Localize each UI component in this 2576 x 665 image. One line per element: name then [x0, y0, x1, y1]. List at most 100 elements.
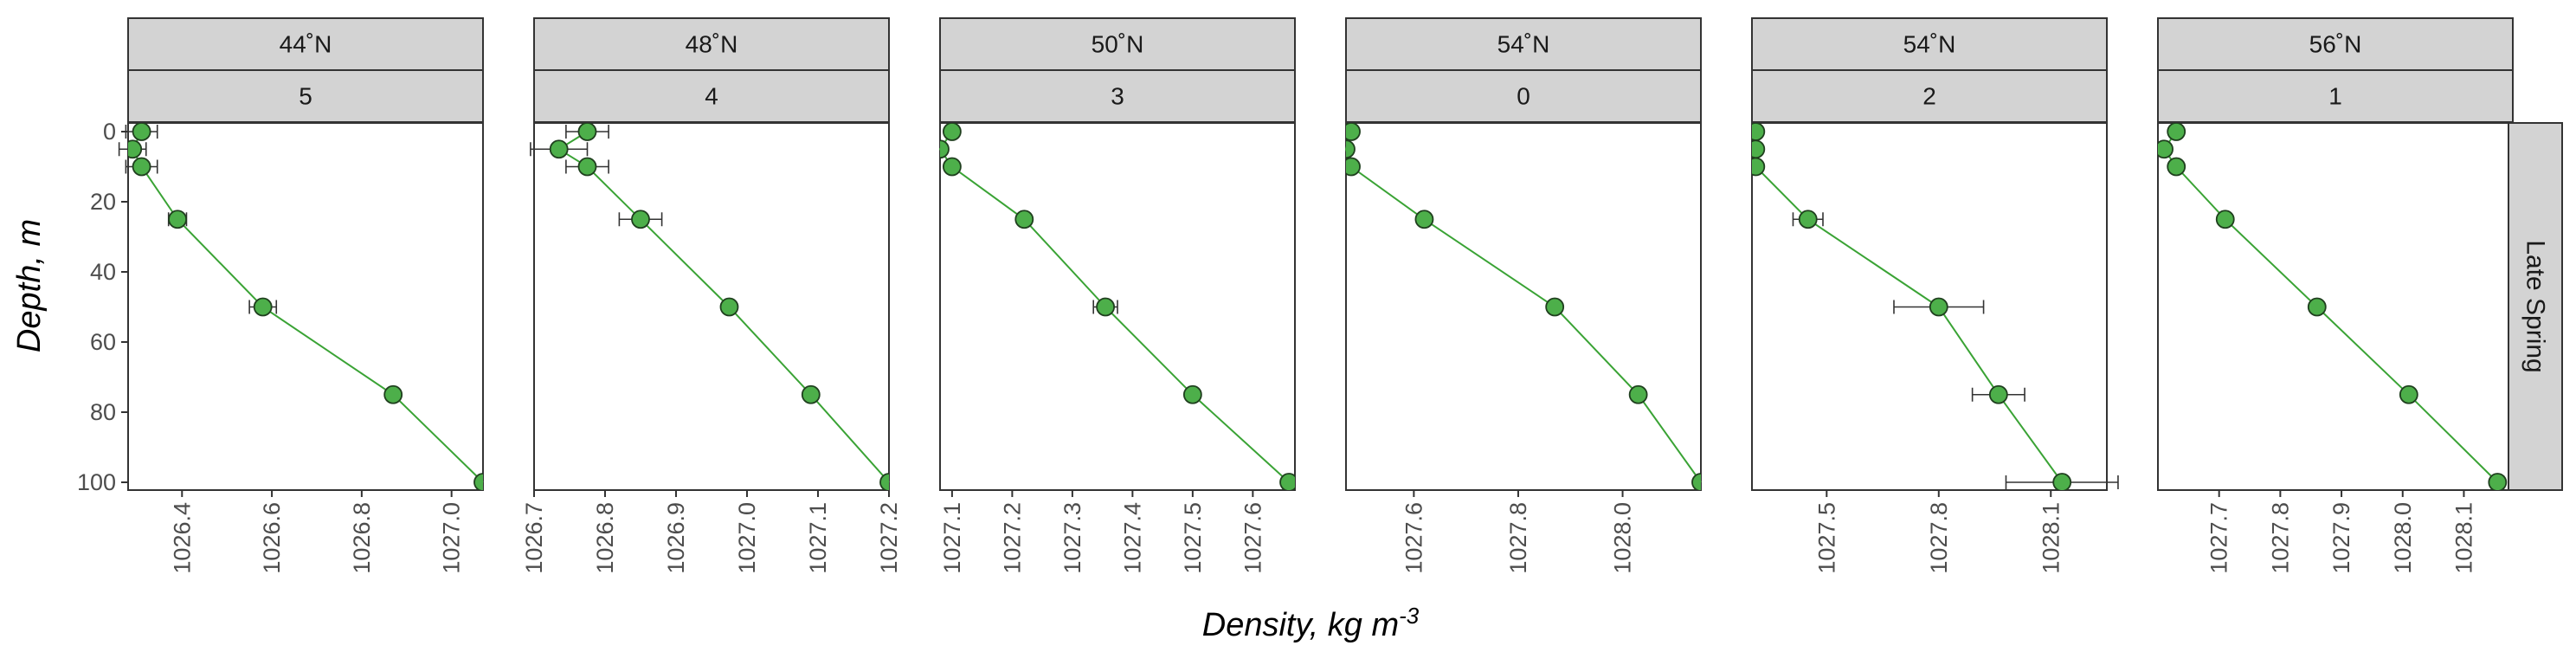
y-axis-title: Depth, m	[11, 219, 48, 352]
data-point	[383, 384, 403, 404]
data-point	[1346, 157, 1361, 177]
data-point	[879, 473, 889, 490]
x-tick-label: 1027.2	[876, 502, 902, 574]
strip-station-label: 1	[2328, 83, 2342, 110]
x-tick-label: 1026.9	[663, 502, 689, 574]
strip-latitude-background	[127, 17, 484, 71]
row-strip-label: Late Spring	[2521, 240, 2550, 372]
x-axis-title-main: Density, kg m	[1202, 607, 1399, 643]
data-point	[1414, 210, 1434, 229]
x-tick-label: 1027.5	[1180, 502, 1206, 574]
strip-latitude-label: 56˚N	[2309, 31, 2362, 58]
data-point	[1752, 139, 1766, 159]
strip-station-background	[939, 69, 1296, 123]
strip-station-label: 0	[1517, 83, 1530, 110]
strip-latitude-background	[1751, 17, 2108, 71]
x-tick-label: 1028.1	[2450, 502, 2476, 574]
x-tick-label: 1027.5	[1813, 502, 1839, 574]
x-tick-label: 1028.0	[2390, 502, 2416, 574]
data-points	[2158, 123, 2508, 490]
panel-1: 44˚N 5 1026.4 1026.6 1026.8 1027.0	[118, 17, 484, 574]
data-point	[577, 123, 597, 141]
data-point	[1798, 210, 1818, 229]
panel-2: 48˚N 4 1026.7 1026.8 1026.9 1027.0 1027.1 1027.…	[521, 17, 902, 574]
panel-plot-area	[2157, 122, 2514, 491]
data-point	[128, 139, 143, 159]
panel-6: 56˚N 1 1027.7 1027.8 1027.9 1028.0 1028.1	[2157, 17, 2514, 574]
data-point	[2307, 297, 2327, 317]
panel-3: 50˚N 3 1027.1 1027.2 1027.3 1027.4 1027.5 1027.…	[938, 17, 1296, 574]
data-point	[2488, 473, 2508, 490]
panel-plot-area	[1345, 122, 1702, 491]
strip-latitude-label: 50˚N	[1092, 31, 1144, 58]
data-point	[1014, 210, 1034, 229]
strip-station-background	[1345, 69, 1702, 123]
data-point	[2399, 384, 2418, 404]
data-point	[2158, 139, 2174, 159]
x-tick-label: 1026.7	[521, 502, 547, 574]
strip-station-background	[1751, 69, 2108, 123]
data-point	[132, 157, 151, 177]
data-point	[940, 139, 950, 159]
data-point	[1929, 297, 1948, 317]
data-point	[253, 297, 273, 317]
row-strip: Late Spring	[2508, 122, 2563, 491]
strip-station-label: 5	[299, 83, 312, 110]
data-point	[1988, 384, 2008, 404]
strip-latitude-label: 48˚N	[686, 31, 738, 58]
x-tick-label: 1027.1	[805, 502, 831, 574]
strip-latitude-background	[939, 17, 1296, 71]
y-tick-label: 80	[90, 399, 116, 425]
data-point	[801, 384, 821, 404]
x-tick-label: 1027.0	[734, 502, 760, 574]
x-axis-title-superscript: -3	[1399, 603, 1420, 629]
panel-5: 54˚N 2 1027.5 1027.8 1028.1	[1751, 17, 2119, 574]
data-point	[1279, 473, 1295, 490]
data-point	[1346, 139, 1356, 159]
x-axis-title: Density, kg m-3	[1202, 603, 1420, 643]
x-tick-label: 1027.2	[999, 502, 1025, 574]
strip-station-label: 2	[1922, 83, 1936, 110]
data-point	[631, 210, 650, 229]
panel-4: 54˚N 0 1027.6 1027.8 1028.0	[1344, 17, 1702, 574]
strip-latitude-background	[1345, 17, 1702, 71]
x-tick-label: 1027.3	[1059, 502, 1085, 574]
data-point	[1346, 123, 1361, 141]
x-tick-label: 1027.1	[939, 502, 965, 574]
panel-plot-area	[127, 122, 484, 491]
data-point	[2215, 210, 2235, 229]
data-points	[1752, 123, 2072, 490]
y-tick-label: 20	[90, 189, 116, 215]
data-points	[128, 123, 483, 490]
x-tick-label: 1027.6	[1401, 502, 1426, 574]
data-point	[2167, 123, 2186, 141]
y-tick-label: 100	[77, 469, 116, 495]
y-axis: 0 20 40 60 80 100	[77, 119, 128, 495]
data-point	[1752, 157, 1766, 177]
data-point	[2167, 157, 2186, 177]
x-tick-label: 1026.8	[349, 502, 375, 574]
data-point	[1752, 123, 1766, 141]
x-tick-label: 1028.0	[1610, 502, 1636, 574]
y-tick-label: 40	[90, 259, 116, 285]
y-tick-label: 0	[103, 119, 116, 145]
strip-station-background	[127, 69, 484, 123]
data-point	[132, 123, 151, 141]
strip-latitude-label: 54˚N	[1903, 31, 1956, 58]
x-tick-label: 1027.8	[1505, 502, 1531, 574]
x-tick-label: 1026.4	[169, 502, 195, 574]
data-point	[168, 210, 187, 229]
row-strip-background	[2508, 122, 2563, 491]
strip-station-background	[533, 69, 890, 123]
x-tick-label: 1027.4	[1119, 502, 1145, 574]
data-point	[1182, 384, 1202, 404]
data-point	[942, 157, 962, 177]
strip-latitude-label: 54˚N	[1497, 31, 1550, 58]
strip-station-background	[2157, 69, 2514, 123]
x-tick-label: 1027.7	[2206, 502, 2232, 574]
y-tick-label: 60	[90, 329, 116, 355]
strip-station-label: 4	[705, 83, 718, 110]
x-tick-label: 1028.1	[2038, 502, 2064, 574]
data-point	[1628, 384, 1648, 404]
